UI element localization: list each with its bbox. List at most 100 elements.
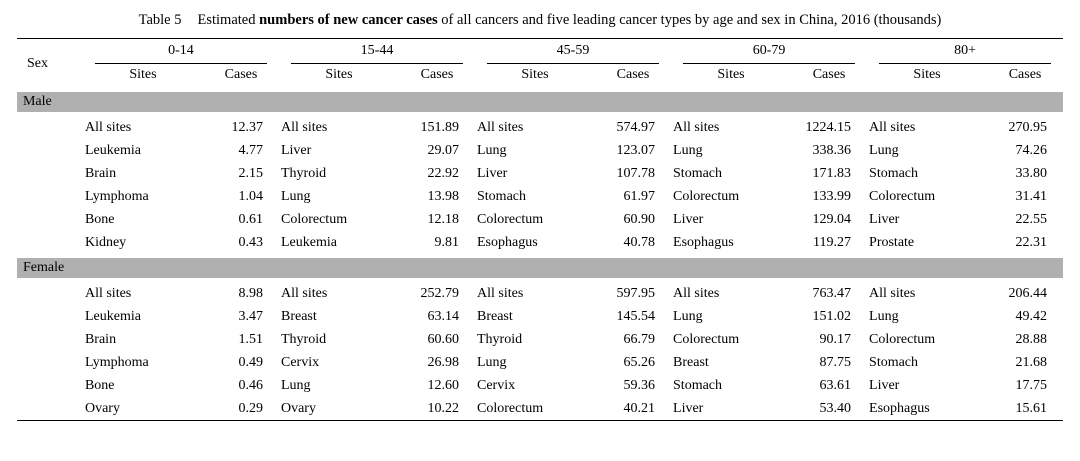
table-row: Ovary 0.29 Ovary 10.22 Colorectum 40.21 Liver 5…: [17, 397, 1063, 421]
cases-cell: 151.02: [812, 308, 852, 324]
cases-cell: 28.88: [1015, 331, 1048, 347]
cases-cell: 1.04: [238, 188, 263, 204]
cancer-cases-table: Sex 0-14 15-44 45-59 60-79 80+ Sites Cas…: [16, 38, 1064, 421]
site-cell: Liver: [869, 211, 900, 227]
sites-header: Sites: [867, 64, 988, 91]
site-cell: Thyroid: [280, 165, 327, 181]
site-cell: Liver: [280, 142, 312, 158]
site-cell: Lung: [477, 142, 507, 158]
site-cell: Brain: [84, 331, 117, 347]
cases-cell: 74.26: [1015, 142, 1048, 158]
sex-spacer-cell: [17, 374, 83, 397]
cases-cell: 151.89: [420, 119, 460, 135]
cases-cell: 0.61: [238, 211, 263, 227]
site-cell: All sites: [673, 119, 720, 135]
caption-bold-text: numbers of new cancer cases: [259, 12, 438, 28]
table-row: All sites 12.37 All sites 151.89 All sites 57…: [17, 114, 1063, 139]
table-row: Leukemia 3.47 Breast 63.14 Breast 145.54 Lung 1…: [17, 305, 1063, 328]
site-cell: Lung: [869, 308, 899, 324]
site-cell: Colorectum: [477, 400, 544, 416]
cases-cell: 53.40: [819, 400, 852, 416]
table-row: Brain 2.15 Thyroid 22.92 Liver 107.78 Stomach 1…: [17, 162, 1063, 185]
cases-cell: 4.77: [238, 142, 263, 158]
cases-cell: 60.60: [427, 331, 460, 347]
site-cell: Liver: [477, 165, 508, 181]
cases-cell: 21.68: [1015, 354, 1048, 370]
cases-cell: 0.46: [238, 377, 263, 393]
table-row: Bone 0.46 Lung 12.60 Cervix 59.36 Stomach 63.61…: [17, 374, 1063, 397]
site-cell: Thyroid: [280, 331, 327, 347]
site-cell: Lung: [477, 354, 507, 370]
table-row: Leukemia 4.77 Liver 29.07 Lung 123.07 Lung 338.…: [17, 139, 1063, 162]
cases-cell: 8.98: [238, 285, 263, 301]
age-group-header-60-79: 60-79: [671, 39, 867, 64]
site-cell: Lung: [673, 142, 703, 158]
site-cell: Liver: [869, 377, 900, 393]
table-row: Kidney 0.43 Leukemia 9.81 Esophagus 40.78 Esop…: [17, 231, 1063, 256]
cases-cell: 40.78: [623, 234, 656, 250]
section-band-row: Male: [16, 88, 1064, 116]
cases-header: Cases: [987, 64, 1064, 91]
sex-spacer-cell: [17, 231, 83, 256]
cases-cell: 22.92: [427, 165, 460, 181]
table-body: Male All sites 12.37 All sites 151.89 All sit…: [16, 88, 1064, 421]
caption-text-post: of all cancers and five leading cancer t…: [437, 12, 942, 28]
cases-cell: 597.95: [616, 285, 656, 301]
site-cell: Stomach: [869, 354, 919, 370]
age-group-label: 60-79: [683, 43, 856, 64]
cases-cell: 123.07: [616, 142, 656, 158]
age-group-header-15-44: 15-44: [279, 39, 475, 64]
sex-spacer-cell: [17, 280, 83, 305]
cases-cell: 252.79: [420, 285, 460, 301]
cases-cell: 26.98: [427, 354, 460, 370]
cases-cell: 0.29: [238, 400, 263, 416]
site-cell: Kidney: [84, 234, 127, 250]
cases-cell: 12.18: [427, 211, 460, 227]
site-cell: All sites: [84, 285, 132, 301]
site-cell: Lymphoma: [84, 354, 149, 370]
subheader-row: Sites Cases Sites Cases Sites Cases Site…: [17, 64, 1064, 91]
cases-cell: 66.79: [623, 331, 656, 347]
cases-cell: 270.95: [1008, 119, 1048, 135]
cases-cell: 3.47: [238, 308, 263, 324]
site-cell: Colorectum: [280, 211, 348, 227]
site-cell: All sites: [280, 285, 328, 301]
cases-cell: 29.07: [427, 142, 460, 158]
site-cell: Stomach: [477, 188, 526, 204]
cases-cell: 63.14: [427, 308, 460, 324]
site-cell: Ovary: [84, 400, 120, 416]
sex-column-header: Sex: [16, 38, 83, 91]
sex-spacer-cell: [17, 185, 83, 208]
cases-cell: 171.83: [812, 165, 852, 181]
age-group-header-45-59: 45-59: [475, 39, 671, 64]
site-cell: All sites: [869, 285, 916, 301]
site-cell: All sites: [477, 119, 524, 135]
site-cell: Bone: [84, 211, 115, 227]
sex-spacer-cell: [17, 305, 83, 328]
cases-cell: 145.54: [616, 308, 656, 324]
site-cell: Leukemia: [280, 234, 337, 250]
cases-cell: 133.99: [812, 188, 852, 204]
cases-cell: 12.60: [427, 377, 460, 393]
site-cell: Ovary: [280, 400, 316, 416]
cases-cell: 87.75: [819, 354, 852, 370]
site-cell: Stomach: [673, 377, 723, 393]
cases-cell: 33.80: [1015, 165, 1048, 181]
site-cell: All sites: [280, 119, 328, 135]
cases-cell: 119.27: [813, 234, 852, 250]
age-group-header-row: Sex 0-14 15-44 45-59 60-79 80+: [16, 38, 1063, 91]
site-cell: Breast: [477, 308, 513, 324]
site-cell: Stomach: [869, 165, 919, 181]
site-cell: Esophagus: [477, 234, 538, 250]
site-cell: Brain: [84, 165, 117, 181]
cases-cell: 12.37: [231, 119, 263, 135]
section-band-row: Female: [16, 254, 1064, 282]
site-cell: All sites: [84, 119, 132, 135]
cases-cell: 1224.15: [805, 119, 852, 135]
sex-spacer-cell: [17, 208, 83, 231]
age-group-header-0-14: 0-14: [83, 39, 279, 64]
sex-spacer-cell: [17, 114, 83, 139]
age-group-label: 45-59: [487, 43, 660, 64]
cases-cell: 61.97: [623, 188, 656, 204]
